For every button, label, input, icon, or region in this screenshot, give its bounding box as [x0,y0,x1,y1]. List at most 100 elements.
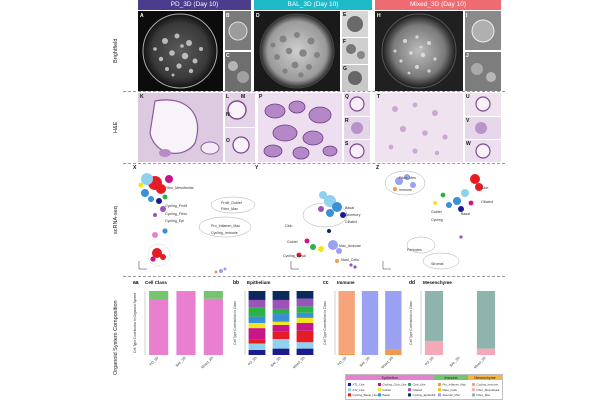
panel-letter-dd: dd [409,280,416,286]
umap-y-label: Mac_Alveolar [339,244,361,248]
bar-segment [272,308,290,315]
bar-segment [296,317,314,323]
legend-group-header [468,375,502,380]
umap-x-label: Cycling_Epi [165,219,184,223]
bar-segment [272,321,290,325]
bar-segment [248,307,266,317]
chart-immune: Cell Type Contribution to Class PD_3D BAL_… [323,291,402,370]
legend-swatch [378,383,381,386]
separator [123,163,505,164]
umap-z-label: Pericytes [407,248,422,252]
umap-y-label: Mast_Cells [341,258,359,262]
legend-group-label: Epithelium [382,376,399,380]
legend-item-label: Cycling_Basal_Like [353,393,379,397]
x-tick-label: Mixed_3D [200,355,214,369]
bar-segment [272,324,290,332]
panel-letter-e: E [343,12,347,18]
panel-letter-y: Y [255,165,259,171]
bar-segment [248,316,266,323]
bar-segment [296,330,314,343]
y-axis-label: Cell Type Contribution to Class [323,301,327,345]
panel-letter-u: U [466,94,470,100]
umap-x-label: Cycling_Prolif [165,204,187,208]
panel-letter-q: Q [345,94,349,100]
umap-y-label: Club [285,224,293,228]
legend-item-label: AT2_Like [353,388,365,392]
legend-item-label: Cycling_Club_Like [383,383,407,387]
panel-letter-t: T [377,94,381,100]
legend-item-label: Cycling_Immune [477,383,499,387]
legend-swatch [438,388,441,392]
bar-segment [203,298,223,355]
umap-y-label: Ciliated [345,220,357,224]
bar-segment [338,291,355,354]
bar-segment [338,353,355,355]
he-row [138,93,501,162]
separator [123,91,505,92]
umap-z-label: Immune [399,188,412,192]
umap-x-label: Fibro_Mac [221,207,238,211]
legend-swatch [348,393,351,397]
header-pd-3d: PD_3D (Day 10) [138,0,251,10]
bar-segment [476,291,496,349]
umap-x-label: Cycling_Fibro [165,212,187,216]
umap-y-label: Goblet [287,240,298,244]
chart-epithelium: Cell Type Contribution to Class PD_3D BAL_… [233,291,314,370]
bar-segment [149,291,169,300]
umap-y-label: Cycling_Basal [283,254,306,258]
panel-letter-x: X [133,165,137,171]
x-tick-label: PD_3D [247,355,258,366]
legend-swatch [438,393,441,397]
panel-letter-a: A [140,13,144,19]
umap-z-label: Basal [461,212,470,216]
umap-z-label: Fibro_Mes [399,176,416,180]
panel-letter-d: D [256,13,260,19]
legend-item-label: Fibro_Mesothelial [477,388,500,392]
x-tick-label: BAL_3D [359,355,371,367]
bar-segment [149,299,169,355]
legend-item-label: Club_Like [413,383,426,387]
legend: Epithelium Immune Mesenchyme AT1_Like AT2_Li… [345,374,503,400]
bar-segment [296,306,314,313]
x-tick-label: BAL_3D [175,355,187,367]
legend-swatches: Epithelium Immune Mesenchyme AT1_LikeAT2_Li… [346,375,502,397]
panel-letter-g: G [343,66,347,72]
bar-segment [203,291,223,299]
bar-segment [248,323,266,329]
legend-swatch [472,393,475,397]
bar-segment [272,331,290,339]
header-bal-3d: BAL_3D (Day 10) [254,0,372,10]
brightfield-row [138,11,501,91]
legend-swatch [348,383,351,386]
bar-segment [296,323,314,331]
legend-group-label: Immune [445,376,458,380]
legend-item-label: Pro_Inflamm_Mac [443,383,467,387]
umap-z-label: Stromal [431,262,444,266]
row-label-composition: Organoid System Composition [113,300,119,376]
panel-letter-aa: aa [133,280,139,286]
panel-letter-h: H [377,13,381,19]
legend-swatch [408,383,411,386]
he-image-t [375,93,463,162]
legend-item-label: Ciliated [413,388,423,392]
legend-swatch [472,388,475,392]
chart-cell-class: Cell Type Contribution to Organoid Syste… [133,291,223,370]
bar-segment [272,348,290,355]
x-tick-label: PD_3D [424,355,435,366]
header-mixed-3d: Mixed_3D (Day 10) [375,0,501,10]
legend-swatch [408,388,411,392]
separator [123,276,505,277]
legend-swatch [408,393,411,397]
legend-item-label: Cycling_Epithelial [413,393,436,397]
bar-segment [248,339,266,344]
umap-x-label: Pro_Inflamm_Mac [211,224,241,228]
bar-segment [476,348,496,355]
panel-letter-p: P [259,94,263,100]
umap-z [384,170,483,270]
bar-segment [248,349,266,355]
x-tick-label: BAL_3D [449,355,461,367]
bar-segment [296,348,314,355]
chart-title-aa: Cell Class [145,280,167,285]
bar-segment [248,328,266,340]
chart-title-dd: Mesenchyme [423,280,452,285]
